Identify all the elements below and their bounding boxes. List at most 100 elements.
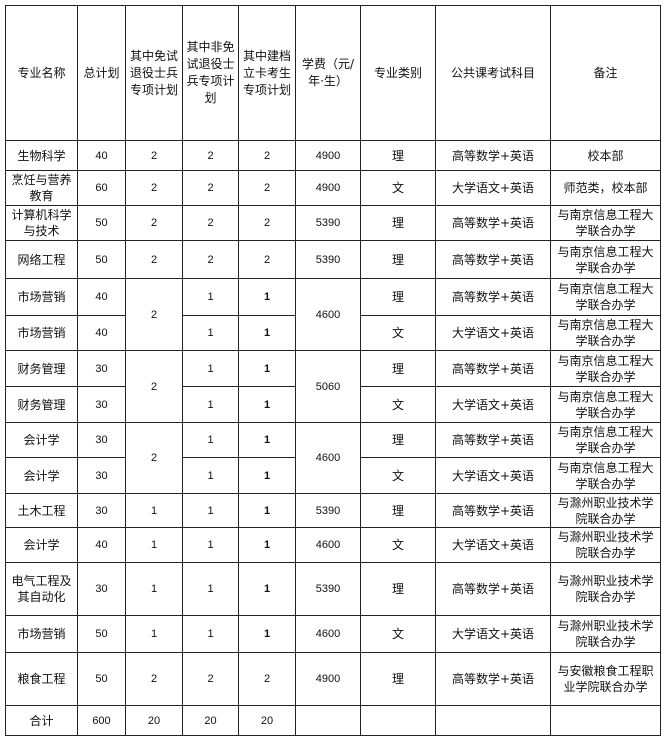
cell-tuition: 4600 [295, 615, 361, 653]
cell-poverty-plan: 2 [238, 170, 296, 206]
cell-veteran-nonexempt-plan: 1 [182, 422, 239, 458]
cell-veteran-exempt-plan: 2 [125, 240, 183, 279]
cell-tuition: 4900 [295, 140, 361, 171]
table-row: 烹饪与营养教育 60 2 2 2 4900 文大学语文+英语 师范类，校本部 [5, 170, 661, 206]
table-row: 网络工程 50 2 2 2 5390 理高等数学+英语 与南京信息工程大学联合办学 [5, 240, 661, 279]
cell-tuition: 5060 [295, 350, 361, 423]
cell-tuition: 4900 [295, 652, 361, 706]
cell-major-name: 财务管理 [5, 350, 78, 387]
cell-poverty-plan: 1 [238, 278, 296, 316]
cell-major-name: 市场营销 [5, 315, 78, 351]
cell-veteran-nonexempt-plan: 1 [182, 615, 239, 653]
cell-category: 理 [360, 493, 436, 528]
header-exam-subjects: 公共课考试科目 [435, 5, 551, 141]
cell-veteran-exempt-plan: 2 [125, 422, 183, 494]
cell-total-plan: 50 [77, 615, 126, 653]
cell-veteran-nonexempt-plan: 2 [182, 205, 239, 241]
table-row: 会计学 40 1 1 1 4600 文大学语文+英语 与滁州职业技术学院联合办学 [5, 527, 661, 563]
cell-category: 文 [360, 615, 436, 653]
cell-exam-subjects: 大学语文+英语 [435, 315, 551, 351]
cell-major-name: 网络工程 [5, 240, 78, 279]
cell-veteran-nonexempt-plan: 1 [182, 457, 239, 494]
cell-total-plan: 60 [77, 170, 126, 206]
cell-total-plan: 30 [77, 350, 126, 387]
cell-total-plan: 40 [77, 315, 126, 351]
total-row: 合计 600 20 20 20 [5, 705, 661, 736]
cell-exam-subjects [435, 705, 551, 736]
cell-major-name: 合计 [5, 705, 78, 736]
cell-major-name: 烹饪与营养教育 [5, 170, 78, 206]
cell-remarks [550, 705, 661, 736]
cell-category: 文 [360, 386, 436, 423]
cell-poverty-plan: 1 [238, 527, 296, 563]
cell-veteran-nonexempt-plan: 1 [182, 493, 239, 528]
cell-category: 理 [360, 562, 436, 616]
cell-major-name: 市场营销 [5, 615, 78, 653]
cell-remarks: 与南京信息工程大学联合办学 [550, 278, 661, 316]
cell-poverty-plan: 2 [238, 240, 296, 279]
table-row: 粮食工程 50 2 2 2 4900 理高等数学+英语 与安徽粮食工程职业学院联合办学 [5, 652, 661, 706]
header-remarks: 备注 [550, 5, 661, 141]
cell-tuition: 5390 [295, 493, 361, 528]
cell-total-plan: 30 [77, 562, 126, 616]
cell-category: 理 [360, 140, 436, 171]
table-row: 计算机科学与技术 50 2 2 2 5390 理高等数学+英语 与南京信息工程大学联合办学 [5, 205, 661, 241]
cell-major-name: 粮食工程 [5, 652, 78, 706]
cell-tuition: 4600 [295, 422, 361, 494]
cell-remarks: 与南京信息工程大学联合办学 [550, 205, 661, 241]
cell-poverty-plan: 2 [238, 205, 296, 241]
cell-exam-subjects: 高等数学+英语 [435, 652, 551, 706]
cell-tuition: 4600 [295, 278, 361, 351]
cell-remarks: 与南京信息工程大学联合办学 [550, 315, 661, 351]
cell-veteran-exempt-plan: 2 [125, 652, 183, 706]
cell-tuition: 5390 [295, 205, 361, 241]
cell-exam-subjects: 高等数学+英语 [435, 493, 551, 528]
cell-veteran-exempt-plan: 2 [125, 278, 183, 351]
cell-veteran-exempt-plan: 1 [125, 615, 183, 653]
cell-remarks: 与南京信息工程大学联合办学 [550, 386, 661, 423]
cell-category: 理 [360, 652, 436, 706]
cell-category: 理 [360, 240, 436, 279]
cell-major-name: 会计学 [5, 422, 78, 458]
cell-exam-subjects: 高等数学+英语 [435, 278, 551, 316]
cell-major-name: 财务管理 [5, 386, 78, 423]
cell-major-name: 市场营销 [5, 278, 78, 316]
header-veteran-nonexempt-plan: 其中非免试退役士兵专项计划 [182, 5, 239, 141]
cell-veteran-exempt-plan: 2 [125, 140, 183, 171]
cell-total-plan: 50 [77, 205, 126, 241]
cell-category: 文 [360, 457, 436, 494]
table-row: 电气工程及其自动化 30 1 1 1 5390 理高等数学+英语 与滁州职业技术学院联合办学 [5, 562, 661, 616]
cell-major-name: 土木工程 [5, 493, 78, 528]
cell-exam-subjects: 高等数学+英语 [435, 140, 551, 171]
cell-veteran-nonexempt-plan: 2 [182, 140, 239, 171]
cell-tuition: 5390 [295, 562, 361, 616]
cell-veteran-exempt-plan: 2 [125, 350, 183, 423]
cell-category: 理 [360, 422, 436, 458]
enrollment-plan-table: 专业名称 总计划 其中免试退役士兵专项计划 其中非免试退役士兵专项计划 其中建档立卡考生… [5, 5, 661, 736]
cell-exam-subjects: 大学语文+英语 [435, 527, 551, 563]
cell-total-plan: 40 [77, 140, 126, 171]
cell-poverty-plan: 1 [238, 493, 296, 528]
cell-veteran-nonexempt-plan: 20 [182, 705, 239, 736]
header-category: 专业类别 [360, 5, 436, 141]
cell-poverty-plan: 1 [238, 562, 296, 616]
cell-category: 理 [360, 205, 436, 241]
cell-total-plan: 40 [77, 278, 126, 316]
cell-category: 理 [360, 350, 436, 387]
cell-veteran-nonexempt-plan: 1 [182, 386, 239, 423]
cell-remarks: 与安徽粮食工程职业学院联合办学 [550, 652, 661, 706]
cell-remarks: 与南京信息工程大学联合办学 [550, 240, 661, 279]
cell-veteran-exempt-plan: 20 [125, 705, 183, 736]
cell-veteran-nonexempt-plan: 1 [182, 315, 239, 351]
cell-poverty-plan: 1 [238, 457, 296, 494]
cell-category: 理 [360, 278, 436, 316]
header-total-plan: 总计划 [77, 5, 126, 141]
cell-poverty-plan: 1 [238, 350, 296, 387]
cell-category: 文 [360, 315, 436, 351]
cell-poverty-plan: 2 [238, 140, 296, 171]
cell-exam-subjects: 高等数学+英语 [435, 562, 551, 616]
cell-total-plan: 30 [77, 493, 126, 528]
cell-tuition: 4600 [295, 527, 361, 563]
cell-exam-subjects: 高等数学+英语 [435, 422, 551, 458]
header-row: 专业名称 总计划 其中免试退役士兵专项计划 其中非免试退役士兵专项计划 其中建档立卡考生… [5, 5, 661, 141]
